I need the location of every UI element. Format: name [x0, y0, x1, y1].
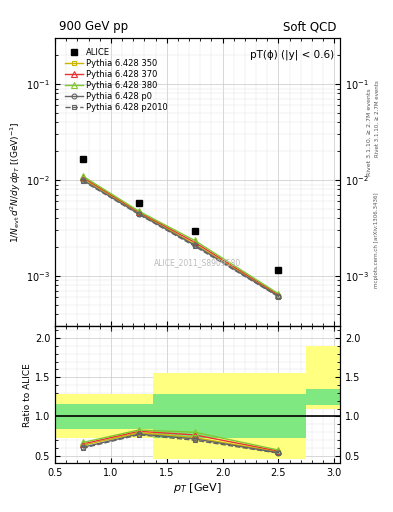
Text: mcplots.cern.ch [arXiv:1306.3436]: mcplots.cern.ch [arXiv:1306.3436] — [375, 192, 380, 288]
X-axis label: $p_T$ [GeV]: $p_T$ [GeV] — [173, 481, 222, 495]
Line: Pythia 6.428 350: Pythia 6.428 350 — [81, 176, 281, 298]
Line: ALICE: ALICE — [79, 156, 282, 274]
Pythia 6.428 380 — [136, 208, 141, 214]
Pythia 6.428 p0 — [136, 211, 141, 217]
Pythia 6.428 p0 — [192, 242, 197, 248]
Text: pT(ϕ) (|y| < 0.6): pT(ϕ) (|y| < 0.6) — [250, 50, 334, 60]
Pythia 6.428 370 — [81, 174, 85, 180]
ALICE — [81, 156, 85, 162]
Text: Soft QCD: Soft QCD — [283, 20, 336, 33]
Text: 900 GeV pp: 900 GeV pp — [59, 20, 128, 33]
Line: Pythia 6.428 p0: Pythia 6.428 p0 — [81, 178, 281, 299]
Y-axis label: $1/N_{\rm evt}\,d^2N/dy\,dp_T\;[(\rm GeV)^{-1}]$: $1/N_{\rm evt}\,d^2N/dy\,dp_T\;[(\rm GeV… — [9, 121, 24, 243]
Line: Pythia 6.428 370: Pythia 6.428 370 — [80, 175, 281, 297]
Y-axis label: Ratio to ALICE: Ratio to ALICE — [23, 363, 32, 426]
Pythia 6.428 p0 — [81, 177, 85, 183]
Pythia 6.428 p2010 — [192, 243, 197, 249]
Pythia 6.428 370 — [276, 292, 281, 298]
Pythia 6.428 370 — [192, 239, 197, 245]
Pythia 6.428 p2010 — [276, 293, 281, 300]
Pythia 6.428 380 — [192, 238, 197, 244]
Pythia 6.428 p2010 — [136, 211, 141, 218]
Pythia 6.428 350 — [276, 293, 281, 299]
Pythia 6.428 p0 — [276, 293, 281, 300]
Pythia 6.428 370 — [136, 209, 141, 215]
Pythia 6.428 350 — [192, 241, 197, 247]
Pythia 6.428 380 — [276, 291, 281, 297]
ALICE — [136, 200, 141, 206]
Pythia 6.428 p2010 — [81, 178, 85, 184]
Text: Rivet 3.1.10, ≥ 2.7M events: Rivet 3.1.10, ≥ 2.7M events — [375, 80, 380, 157]
Pythia 6.428 350 — [81, 176, 85, 182]
Pythia 6.428 350 — [136, 210, 141, 216]
Line: Pythia 6.428 p2010: Pythia 6.428 p2010 — [81, 179, 281, 299]
Legend: ALICE, Pythia 6.428 350, Pythia 6.428 370, Pythia 6.428 380, Pythia 6.428 p0, Py: ALICE, Pythia 6.428 350, Pythia 6.428 37… — [62, 46, 171, 115]
Text: Rivet 3.1.10, ≥ 2.7M events: Rivet 3.1.10, ≥ 2.7M events — [367, 89, 372, 176]
ALICE — [192, 228, 197, 234]
Line: Pythia 6.428 380: Pythia 6.428 380 — [80, 174, 281, 296]
Pythia 6.428 380 — [81, 173, 85, 179]
ALICE — [276, 267, 281, 273]
Text: ALICE_2011_S8909580: ALICE_2011_S8909580 — [154, 259, 241, 267]
